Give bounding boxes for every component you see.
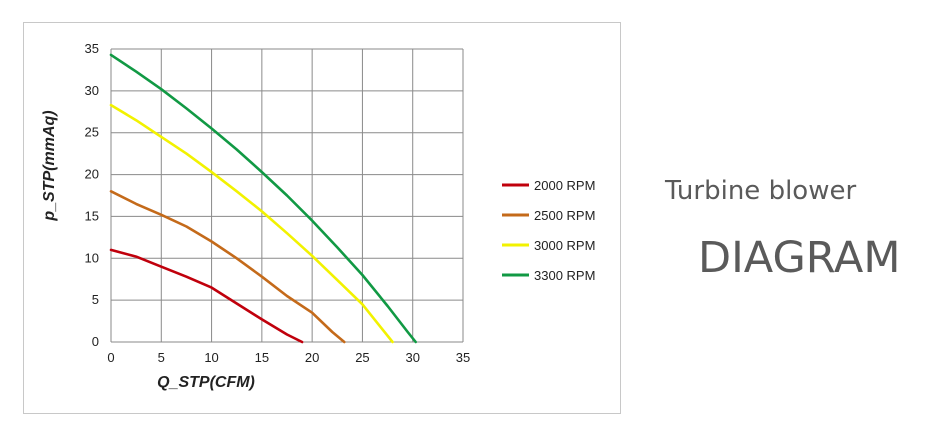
legend-label: 2000 RPM: [534, 178, 595, 193]
x-tick-label: 10: [204, 350, 218, 365]
y-tick-label: 10: [85, 250, 99, 265]
series-line: [109, 103, 394, 344]
chart-frame: 0 5 10 15 20 25 30 35 0 5 10 15 20 25 30 35 Q_STP(CFM) p_…: [23, 22, 621, 414]
legend-label: 2500 RPM: [534, 208, 595, 223]
x-tick-label: 30: [405, 350, 419, 365]
x-tick-label: 20: [305, 350, 319, 365]
y-tick-label: 30: [85, 83, 99, 98]
x-tick-label: 25: [355, 350, 369, 365]
side-heading: DIAGRAM: [698, 233, 901, 283]
y-axis-title: p_STP(mmAq): [41, 110, 58, 221]
x-tick-label: 35: [456, 350, 470, 365]
side-caption: Turbine blower: [665, 176, 857, 206]
x-tick-label: 15: [255, 350, 269, 365]
y-tick-label: 15: [85, 208, 99, 223]
series-line: [109, 190, 346, 344]
x-tick-label: 5: [158, 350, 165, 365]
y-tick-label: 0: [92, 334, 99, 349]
y-tick-label: 20: [85, 167, 99, 182]
legend-label: 3300 RPM: [534, 268, 595, 283]
x-tick-label: 0: [107, 350, 114, 365]
y-tick-label: 25: [85, 125, 99, 140]
chart-svg: 0 5 10 15 20 25 30 35 0 5 10 15 20 25 30 35 Q_STP(CFM) p_…: [41, 41, 595, 391]
x-axis-title: Q_STP(CFM): [157, 374, 255, 391]
y-tick-label: 5: [92, 292, 99, 307]
series-line: [109, 53, 418, 344]
legend-label: 3000 RPM: [534, 238, 595, 253]
y-tick-label: 35: [85, 41, 99, 56]
series-line: [109, 248, 304, 344]
